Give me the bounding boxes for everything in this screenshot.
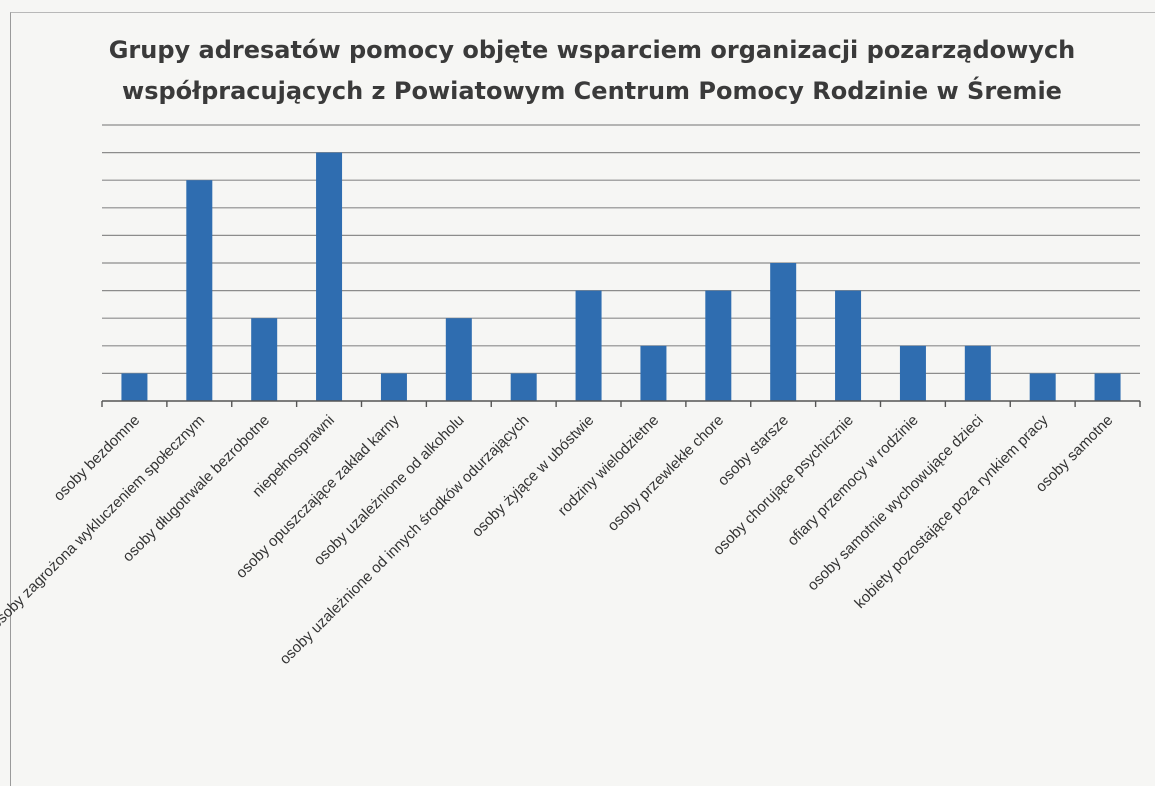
bar: [835, 290, 862, 401]
category-label: osoby przewlekłe chore: [604, 412, 727, 535]
bar: [186, 180, 213, 401]
bar: [121, 373, 148, 401]
bar: [510, 373, 537, 401]
bar: [770, 263, 797, 401]
bars: [121, 152, 1121, 401]
bar: [380, 373, 407, 401]
scan-border: [10, 12, 1155, 786]
x-axis: [101, 400, 1141, 407]
category-label: osoby chorujące psychicznie: [710, 412, 857, 559]
bar: [1094, 373, 1121, 401]
bar: [640, 345, 667, 401]
bar: [445, 318, 472, 401]
chart-title-line-1: Grupy adresatów pomocy objęte wsparciem …: [109, 36, 1076, 64]
category-label: osoby uzależnione od innych środków odur…: [276, 412, 532, 668]
bar: [1029, 373, 1056, 401]
bar: [251, 318, 278, 401]
category-label: osoby żyjące w ubóstwie: [469, 412, 598, 541]
category-label: ofiary przemocy w rodzinie: [784, 412, 922, 550]
chart-title-line-2: współpracujących z Powiatowym Centrum Po…: [122, 75, 1062, 105]
gridlines: [102, 124, 1140, 374]
bar: [575, 290, 602, 401]
bar: [316, 152, 343, 401]
bar: [705, 290, 732, 401]
bar: [899, 345, 926, 401]
bar: [964, 345, 991, 401]
